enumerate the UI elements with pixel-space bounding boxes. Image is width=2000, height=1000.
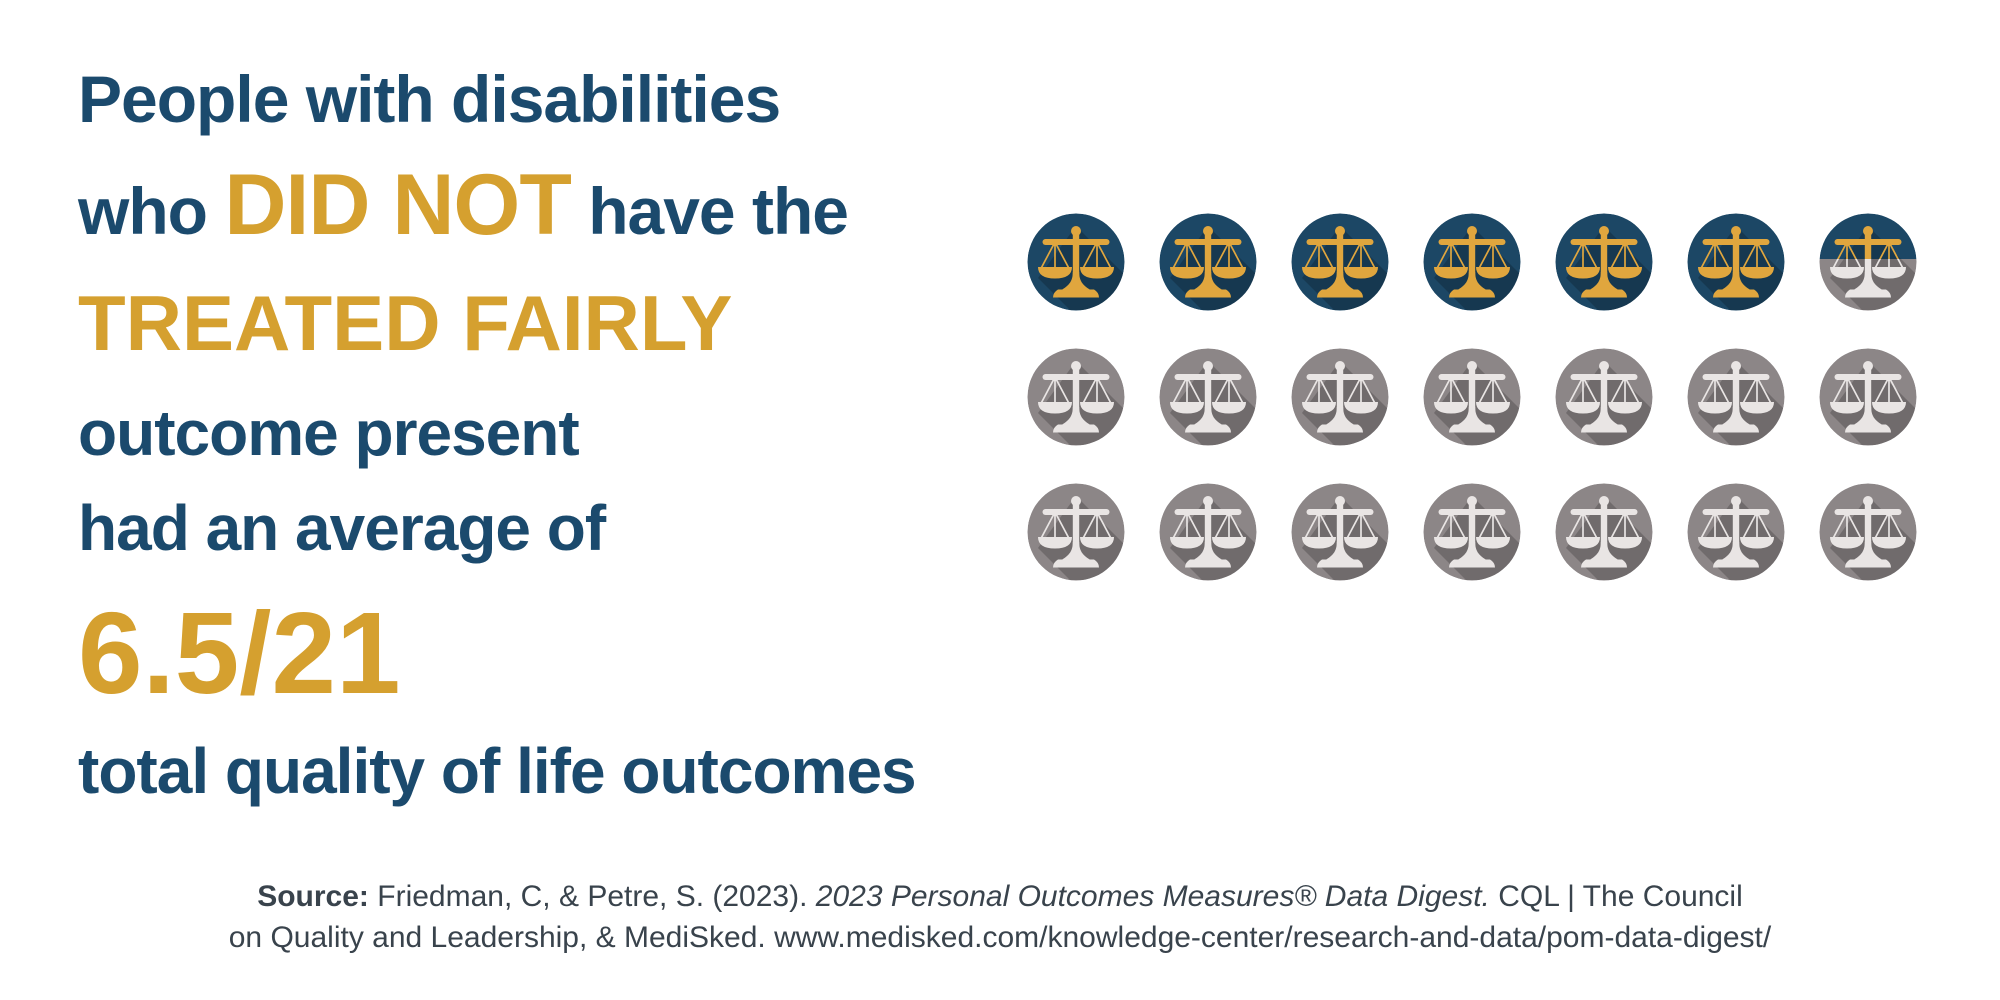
source-line-1: Source: Friedman, C, & Petre, S. (2023).… — [0, 876, 2000, 917]
scales-of-justice-icon — [1159, 348, 1257, 446]
scales-of-justice-icon — [1027, 483, 1125, 581]
scales-of-justice-icon — [1159, 483, 1257, 581]
stat-value: 6.5/21 — [78, 588, 401, 718]
headline-emphasis-did-not: DID NOT — [224, 157, 572, 253]
scales-of-justice-icon — [1423, 213, 1521, 311]
headline-line-7: total quality of life outcomes — [78, 735, 917, 807]
scales-of-justice-icon — [1423, 348, 1521, 446]
pictograph-grid — [1026, 212, 1918, 582]
scales-of-justice-icon — [1555, 483, 1653, 581]
scales-of-justice-icon — [1687, 483, 1785, 581]
source-citation-part1: Friedman, C, & Petre, S. (2023). — [368, 880, 816, 913]
headline-line2-pre: who — [78, 174, 225, 248]
source-citation-title: 2023 Personal Outcomes Measures® Data Di… — [815, 880, 1490, 913]
source-citation: Source: Friedman, C, & Petre, S. (2023).… — [0, 876, 2000, 958]
scales-of-justice-icon — [1819, 483, 1917, 581]
scales-of-justice-icon — [1687, 348, 1785, 446]
headline-line2-post: have the — [570, 174, 849, 248]
scales-of-justice-icon — [1555, 213, 1653, 311]
scales-of-justice-icon — [1291, 483, 1389, 581]
source-line-2: on Quality and Leadership, & MediSked. w… — [228, 921, 1772, 955]
scales-of-justice-icon — [1291, 348, 1389, 446]
scales-of-justice-icon — [1027, 213, 1125, 311]
headline-line-4: outcome present — [78, 397, 580, 469]
scales-of-justice-icon — [1423, 483, 1521, 581]
scales-of-justice-icon — [1159, 213, 1257, 311]
headline-line-5: had an average of — [78, 492, 606, 564]
scales-of-justice-icon — [1819, 348, 1917, 446]
headline-line-1: People with disabilities — [78, 62, 781, 136]
scales-of-justice-icon — [1819, 213, 1917, 311]
headline-line-2: who DID NOT have the — [78, 162, 849, 248]
scales-of-justice-icon — [1291, 213, 1389, 311]
source-label: Source: — [257, 880, 369, 913]
scales-of-justice-icon — [1027, 348, 1125, 446]
scales-of-justice-icon — [1555, 348, 1653, 446]
headline-emphasis-treated-fairly: TREATED FAIRLY — [78, 279, 733, 367]
source-citation-part2: CQL | The Council — [1489, 880, 1743, 913]
scales-of-justice-icon — [1687, 213, 1785, 311]
